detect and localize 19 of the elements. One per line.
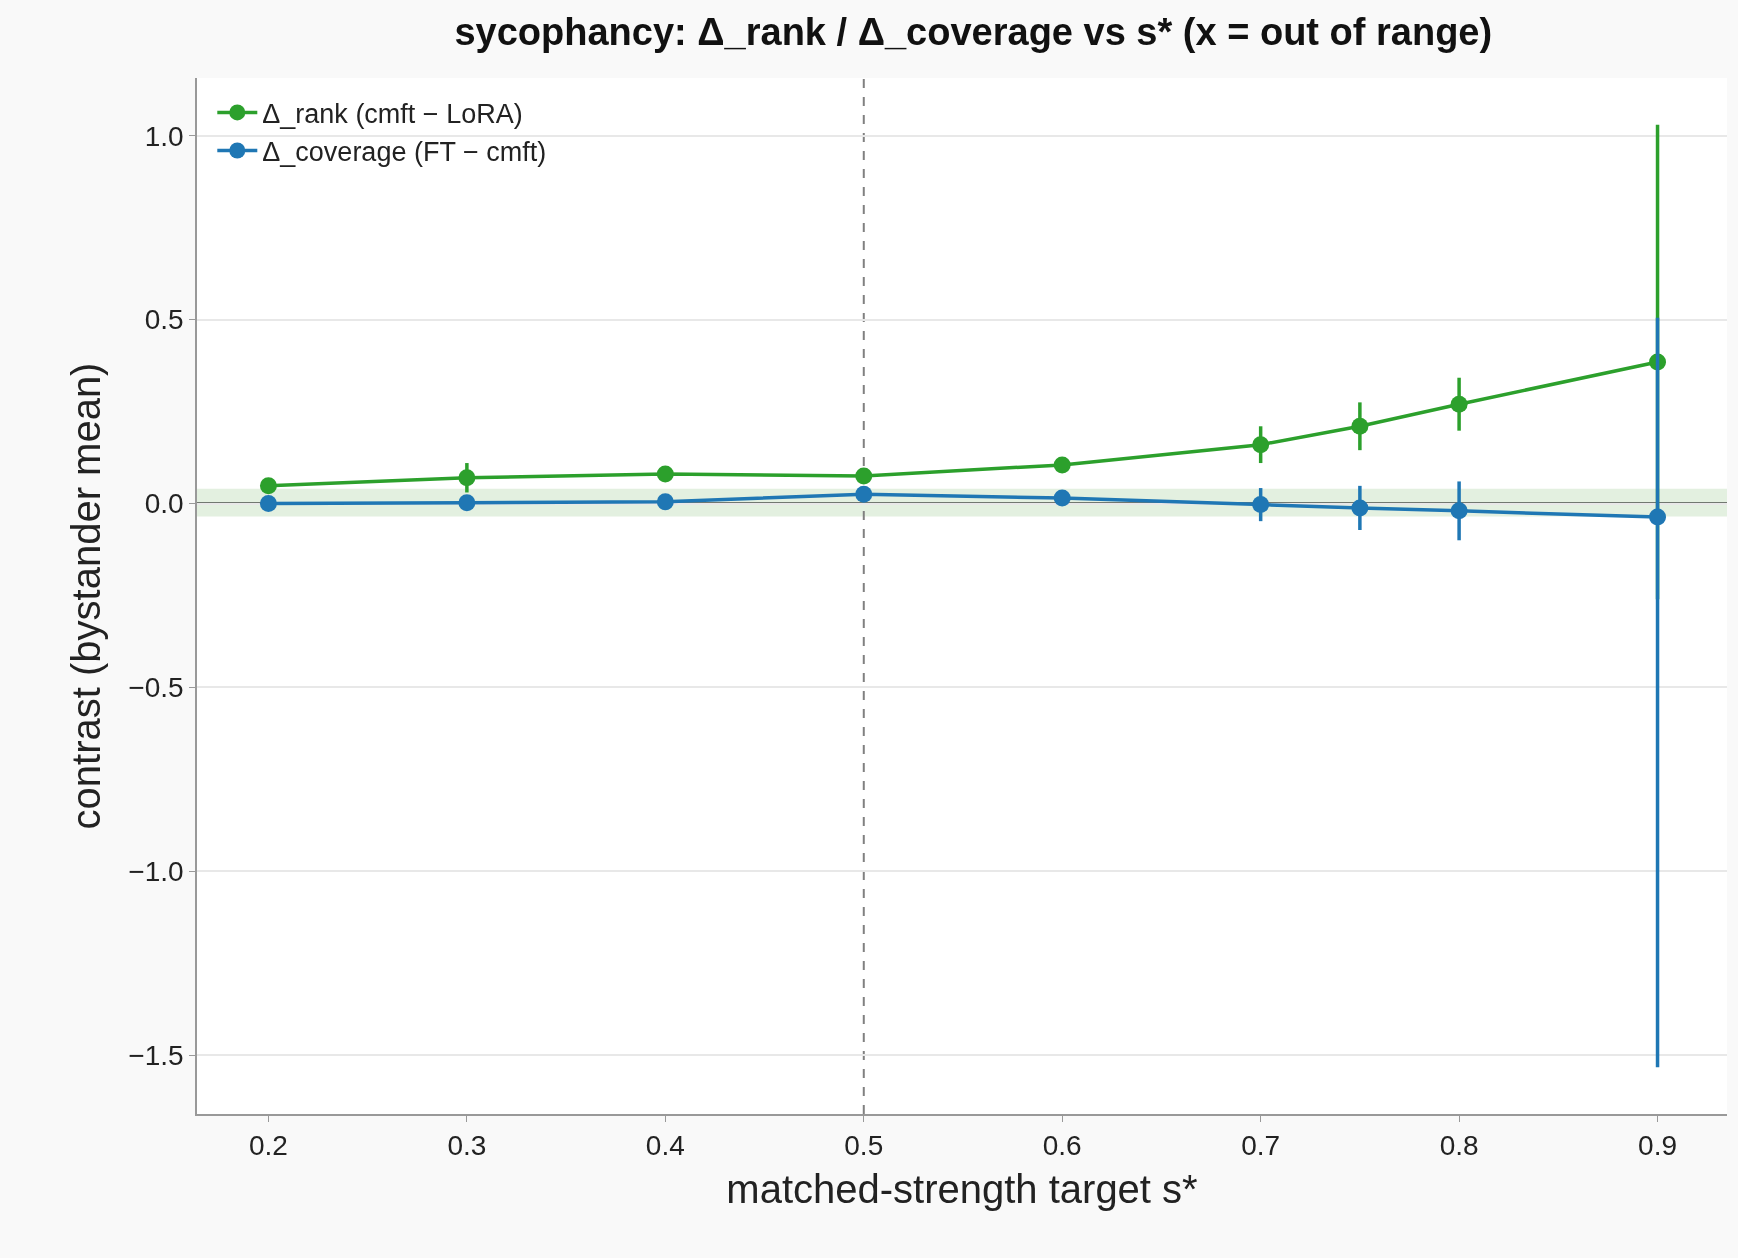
- chart-title: sycophancy: Δ_rank / Δ_coverage vs s* (x = out of range): [454, 11, 1493, 54]
- y-tick-label: 0.5: [144, 304, 184, 336]
- x-tick-label: 0.9: [1638, 1130, 1678, 1162]
- y-tick-label: −1.0: [128, 856, 184, 888]
- legend-label: Δ_coverage (FT − cmft): [262, 137, 547, 168]
- x-tick-label: 0.3: [447, 1130, 487, 1162]
- x-tick-label: 0.7: [1241, 1130, 1281, 1162]
- x-tick-label: 0.4: [645, 1130, 685, 1162]
- x-tick-label: 0.5: [844, 1130, 884, 1162]
- y-tick-label: 0.0: [144, 488, 184, 520]
- y-axis-title: contrast (bystander mean): [64, 362, 109, 830]
- x-axis-title: matched-strength target s*: [726, 1167, 1198, 1212]
- x-tick-label: 0.6: [1042, 1130, 1082, 1162]
- y-tick-label: −1.5: [128, 1039, 184, 1071]
- x-tick-label: 0.2: [248, 1130, 288, 1162]
- y-tick-label: 1.0: [144, 120, 184, 152]
- y-tick-label: −0.5: [128, 672, 184, 704]
- legend-label: Δ_rank (cmft − LoRA): [262, 98, 523, 129]
- x-tick-label: 0.8: [1439, 1130, 1479, 1162]
